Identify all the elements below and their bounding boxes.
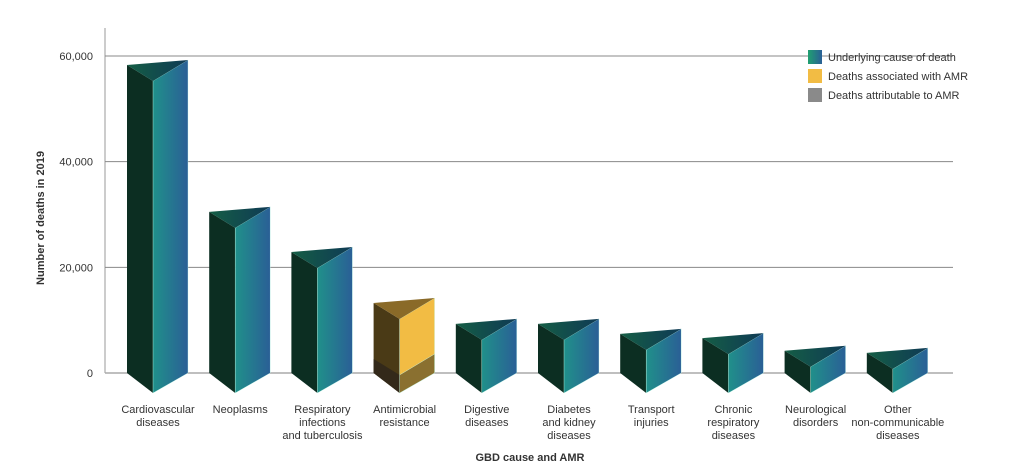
y-tick-label: 60,000 <box>59 51 93 63</box>
bar-left-face <box>784 350 811 393</box>
bar-left-face <box>702 338 729 393</box>
x-tick-label: and tuberculosis <box>282 430 363 442</box>
x-tick-label: Chronic <box>714 404 752 416</box>
bar <box>291 246 353 394</box>
x-tick-label: Neoplasms <box>213 404 269 416</box>
amr-attributable-bar-left-face <box>373 358 400 393</box>
legend-label: Deaths associated with AMR <box>828 71 968 83</box>
x-axis-label: GBD cause and AMR <box>475 452 584 464</box>
bar <box>538 318 600 394</box>
bar-left-face <box>209 211 236 393</box>
bar-left-face <box>455 323 482 393</box>
bar-top-face <box>127 59 188 81</box>
bar-top-face <box>784 345 846 367</box>
y-tick-label: 40,000 <box>59 157 93 169</box>
bar-top-face <box>538 318 599 340</box>
x-tick-label: diseases <box>465 417 509 429</box>
bar <box>784 345 846 394</box>
bar <box>866 347 928 394</box>
x-tick-label: disorders <box>793 417 839 429</box>
amr-associated-bar-top-face <box>373 297 435 319</box>
bar-top-face <box>620 328 682 350</box>
x-tick-label: Cardiovascular <box>121 404 195 416</box>
x-tick-label: Respiratory <box>294 404 351 416</box>
legend-swatch <box>808 69 822 83</box>
x-tick-label: Digestive <box>464 404 509 416</box>
x-tick-label: Transport <box>628 404 675 416</box>
bar-left-face <box>620 333 647 393</box>
bar-top-face <box>866 347 928 369</box>
bar-top-face <box>209 206 271 228</box>
bar <box>127 59 189 394</box>
bar <box>702 332 764 394</box>
x-tick-label: injuries <box>634 417 669 429</box>
bar <box>620 328 682 394</box>
y-tick-label: 0 <box>87 368 93 380</box>
legend-swatch <box>808 50 822 64</box>
bar-top-face <box>291 247 353 269</box>
legend-label: Underlying cause of death <box>828 52 956 64</box>
x-tick-label: Other <box>884 404 912 416</box>
x-tick-label: Antimicrobial <box>373 404 436 416</box>
x-tick-label: resistance <box>380 417 430 429</box>
x-tick-label: and kidney <box>542 417 596 429</box>
bar <box>455 318 517 394</box>
bar-left-face <box>291 252 318 393</box>
bar-left-face <box>866 352 893 393</box>
x-tick-label: non-communicable <box>851 417 944 429</box>
x-tick-label: Diabetes <box>547 404 591 416</box>
bar-left-face <box>127 64 153 394</box>
legend-swatch <box>808 88 822 102</box>
amr-attributable-bar-right-face <box>399 353 435 394</box>
bar-right-face <box>234 206 271 394</box>
x-tick-label: diseases <box>136 417 180 429</box>
bar-top-face <box>455 318 517 340</box>
y-tick-label: 20,000 <box>59 262 93 274</box>
bar-right-face <box>317 246 353 394</box>
bar <box>209 206 271 394</box>
bar-right-face <box>481 318 517 394</box>
x-tick-label: infections <box>299 417 346 429</box>
legend-label: Deaths attributable to AMR <box>828 90 960 102</box>
x-tick-label: diseases <box>876 430 920 442</box>
bar-right-face <box>152 59 189 394</box>
x-tick-label: Neurological <box>785 404 846 416</box>
x-tick-label: respiratory <box>707 417 759 429</box>
bar-left-face <box>538 323 564 393</box>
legend: Underlying cause of death Deaths associat… <box>808 50 968 102</box>
x-tick-label: diseases <box>547 430 591 442</box>
x-tick-label: diseases <box>712 430 756 442</box>
bar-top-face <box>702 333 764 355</box>
y-axis-label: Number of deaths in 2019 <box>35 151 47 285</box>
bar <box>373 297 435 394</box>
